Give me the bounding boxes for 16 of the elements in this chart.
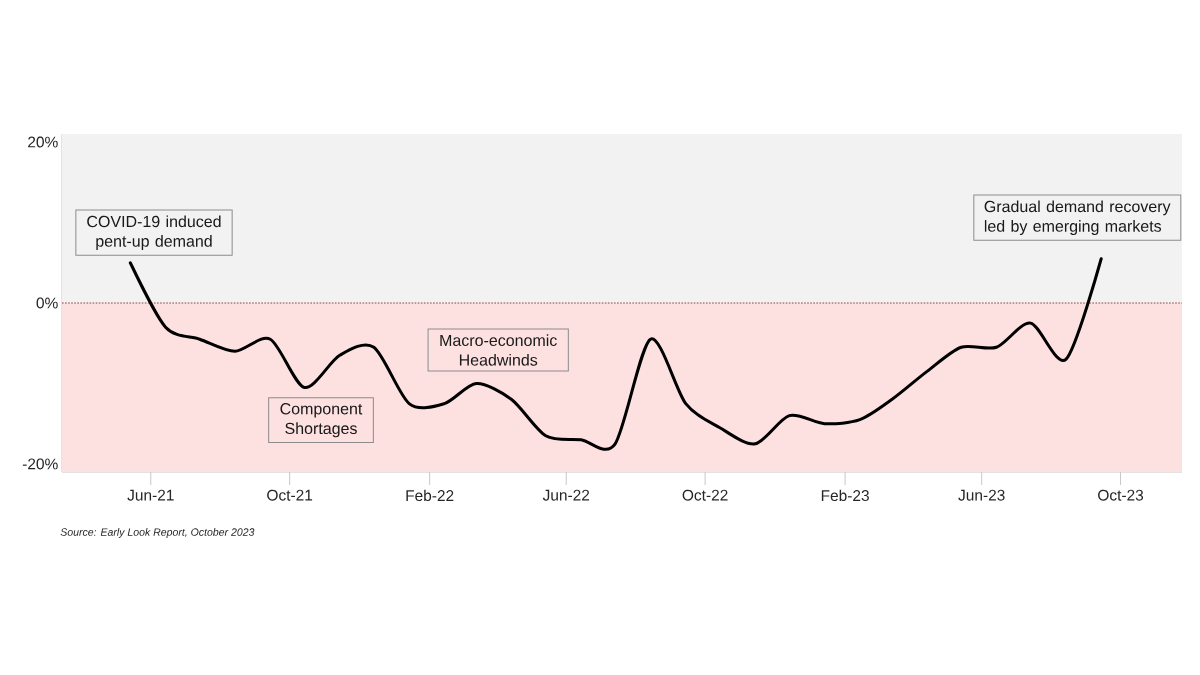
x-tick-label: Oct-22 [682, 489, 728, 501]
annotation: Macro-economic Headwinds [440, 334, 557, 366]
x-tick-label: Feb-22 [406, 489, 454, 502]
y-tick-label: -20% [22, 458, 58, 470]
y-tick-label: 20% [28, 136, 58, 148]
x-tick-label: Oct-23 [1098, 489, 1144, 501]
x-tick-label: Jun-21 [127, 489, 174, 501]
x-tick-label: Jun-23 [958, 489, 1005, 501]
annotation: Gradual demand recovery led by emerging markets [984, 200, 1171, 235]
x-tick-label: Feb-23 [821, 489, 869, 502]
x-tick-label: Oct-21 [267, 489, 313, 501]
y-tick-label: 0% [36, 297, 58, 309]
source-note: Source: Early Look Report, October 2023 [60, 528, 255, 538]
annotation: COVID-19 induced pent-up demand [87, 215, 221, 250]
x-tick-label: Jun-22 [542, 489, 590, 501]
annotation: Component Shortages [280, 403, 363, 438]
